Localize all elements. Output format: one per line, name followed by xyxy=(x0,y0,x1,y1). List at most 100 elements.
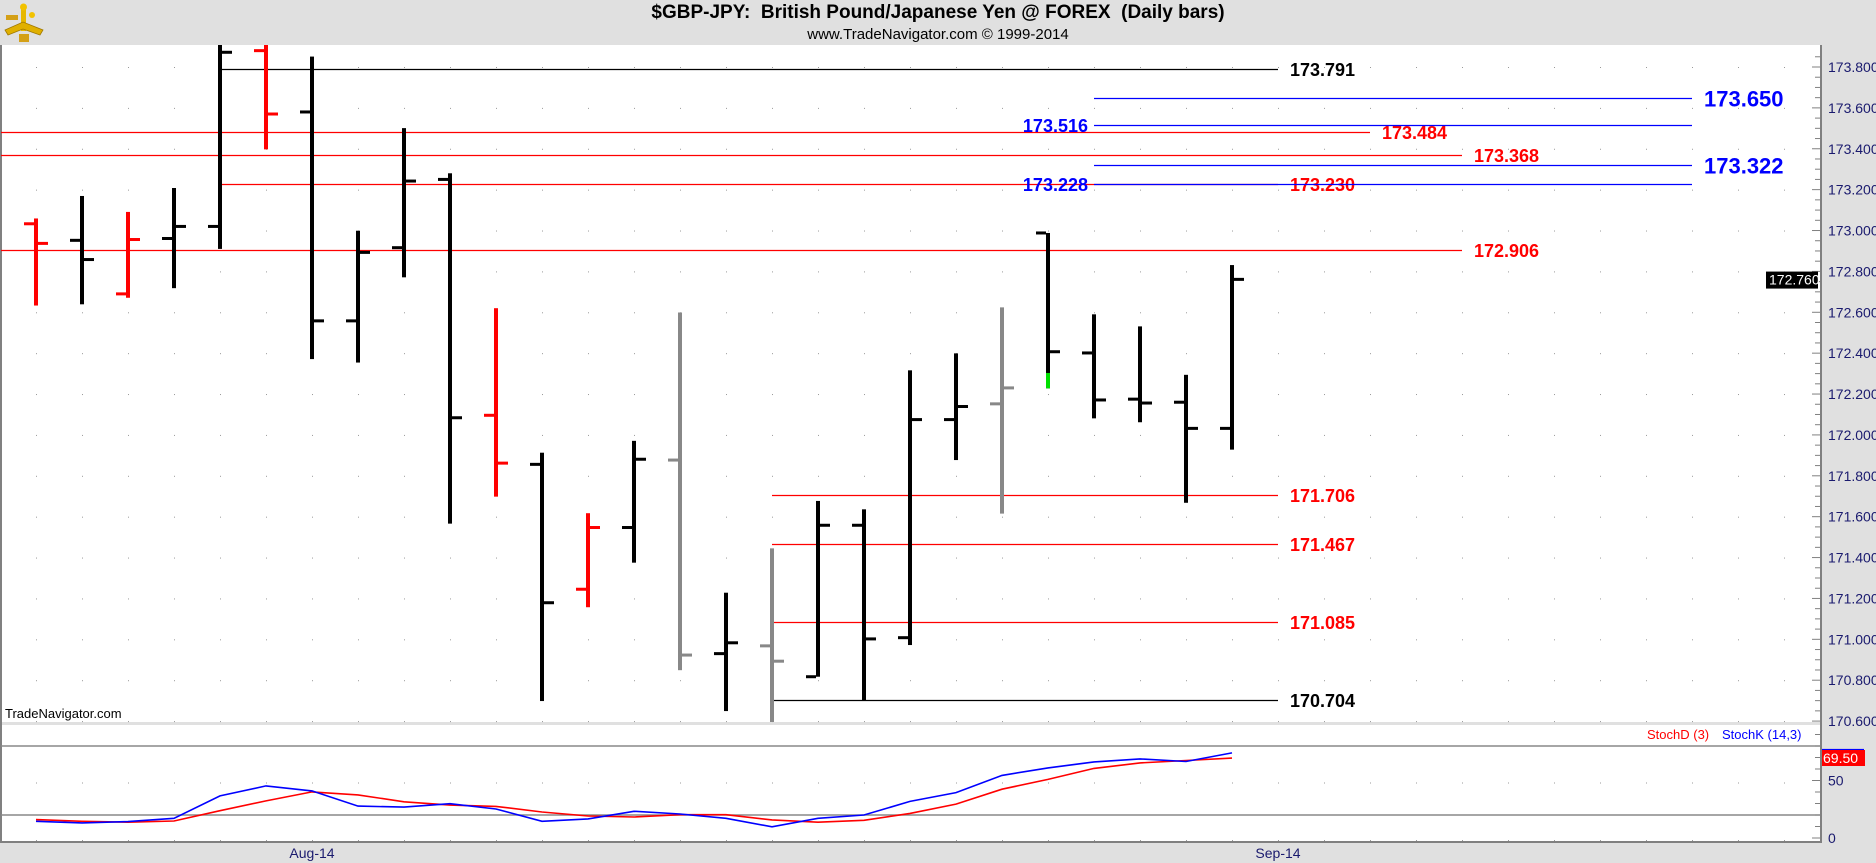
grid-dot xyxy=(1140,434,1141,436)
price-tick-label: 170.600 xyxy=(1828,713,1876,729)
grid-dot xyxy=(1140,680,1141,682)
grid-dot xyxy=(266,353,267,355)
grid-dot xyxy=(128,312,129,314)
grid-dot xyxy=(1186,598,1187,600)
grid-dot xyxy=(1646,680,1647,682)
grid-dot xyxy=(1094,271,1095,273)
grid-dot xyxy=(1554,639,1555,641)
grid-dot xyxy=(772,312,773,314)
grid-dot xyxy=(1462,67,1463,68)
grid-dot xyxy=(1738,721,1739,723)
grid-dot xyxy=(266,434,267,436)
grid-dot xyxy=(1370,840,1371,841)
ohlc-bar xyxy=(300,56,324,360)
grid-dot xyxy=(1462,189,1463,191)
level-label: 173.368 xyxy=(1474,146,1539,166)
grid-dot xyxy=(956,680,957,682)
grid-dot xyxy=(1462,230,1463,232)
grid-dot xyxy=(1554,721,1555,723)
grid-dot xyxy=(1692,353,1693,355)
grid-dot xyxy=(1278,434,1279,436)
grid-dot xyxy=(82,557,83,559)
grid-dot xyxy=(220,394,221,396)
grid-dot xyxy=(266,394,267,396)
grid-dot xyxy=(542,782,543,784)
grid-dot xyxy=(1600,557,1601,559)
grid-dot xyxy=(450,148,451,150)
ohlc-bar xyxy=(1036,231,1060,389)
grid-dot xyxy=(1002,107,1003,109)
grid-dot xyxy=(818,230,819,232)
grid-dot xyxy=(36,312,37,314)
grid-dot xyxy=(1278,840,1279,841)
grid-dot xyxy=(1784,189,1785,191)
grid-dot xyxy=(128,189,129,191)
grid-dot xyxy=(956,230,957,232)
grid-dot xyxy=(1278,107,1279,109)
grid-dot xyxy=(1094,434,1095,436)
grid-dot xyxy=(82,782,83,784)
bar-open-tick xyxy=(1174,400,1184,404)
grid-dot xyxy=(1600,189,1601,191)
grid-dot xyxy=(1600,598,1601,600)
grid-dot xyxy=(864,840,865,841)
grid-dot xyxy=(220,516,221,518)
bar-range xyxy=(126,211,130,298)
grid-dot xyxy=(1186,639,1187,641)
bar-range xyxy=(1092,314,1096,419)
grid-dot xyxy=(496,840,497,841)
grid-dot xyxy=(1692,639,1693,641)
grid-dot xyxy=(1508,516,1509,518)
grid-dot xyxy=(82,840,83,841)
stoch-tick-label: 0 xyxy=(1828,830,1836,846)
grid-dot xyxy=(1462,271,1463,273)
grid-dot xyxy=(1462,107,1463,109)
price-tick-label: 173.600 xyxy=(1828,100,1876,116)
grid-dot xyxy=(680,721,681,723)
grid-dot xyxy=(312,598,313,600)
ohlc-bar xyxy=(484,308,508,497)
bar-close-tick xyxy=(452,416,462,420)
grid-dot xyxy=(1416,516,1417,518)
grid-dot xyxy=(1600,107,1601,109)
grid-dot xyxy=(1048,721,1049,723)
grid-dot xyxy=(1554,598,1555,600)
grid-dot xyxy=(128,107,129,109)
grid-dot xyxy=(1186,782,1187,784)
grid-dot xyxy=(542,230,543,232)
grid-dot xyxy=(1508,639,1509,641)
grid-dot xyxy=(1646,189,1647,191)
ohlc-bar xyxy=(346,230,370,363)
grid-dot xyxy=(956,598,957,600)
grid-dot xyxy=(312,680,313,682)
grid-dot xyxy=(174,557,175,559)
ohlc-bars xyxy=(24,45,1244,722)
level-label: 171.085 xyxy=(1290,613,1355,633)
grid-dot xyxy=(174,475,175,477)
bar-open-tick xyxy=(484,413,494,417)
grid-dot xyxy=(588,107,589,109)
grid-dot xyxy=(1416,189,1417,191)
grid-dot xyxy=(1140,107,1141,109)
grid-dot xyxy=(1140,782,1141,784)
grid-dot xyxy=(1738,782,1739,784)
ohlc-bar xyxy=(806,500,830,679)
level-label: 172.906 xyxy=(1474,241,1539,261)
grid-dot xyxy=(1048,67,1049,68)
grid-dot xyxy=(1508,230,1509,232)
grid-dot xyxy=(266,557,267,559)
grid-dot xyxy=(1048,394,1049,396)
grid-dot xyxy=(726,394,727,396)
grid-dot xyxy=(404,721,405,723)
grid-dot xyxy=(864,312,865,314)
grid-dot xyxy=(542,107,543,109)
grid-dot xyxy=(82,598,83,600)
grid-dot xyxy=(1416,840,1417,841)
bar-range xyxy=(908,370,912,646)
grid-dot xyxy=(496,107,497,109)
grid-dot xyxy=(1692,434,1693,436)
grid-dot xyxy=(1324,475,1325,477)
grid-dot xyxy=(1048,107,1049,109)
grid-dot xyxy=(1738,148,1739,150)
grid-dot xyxy=(588,148,589,150)
